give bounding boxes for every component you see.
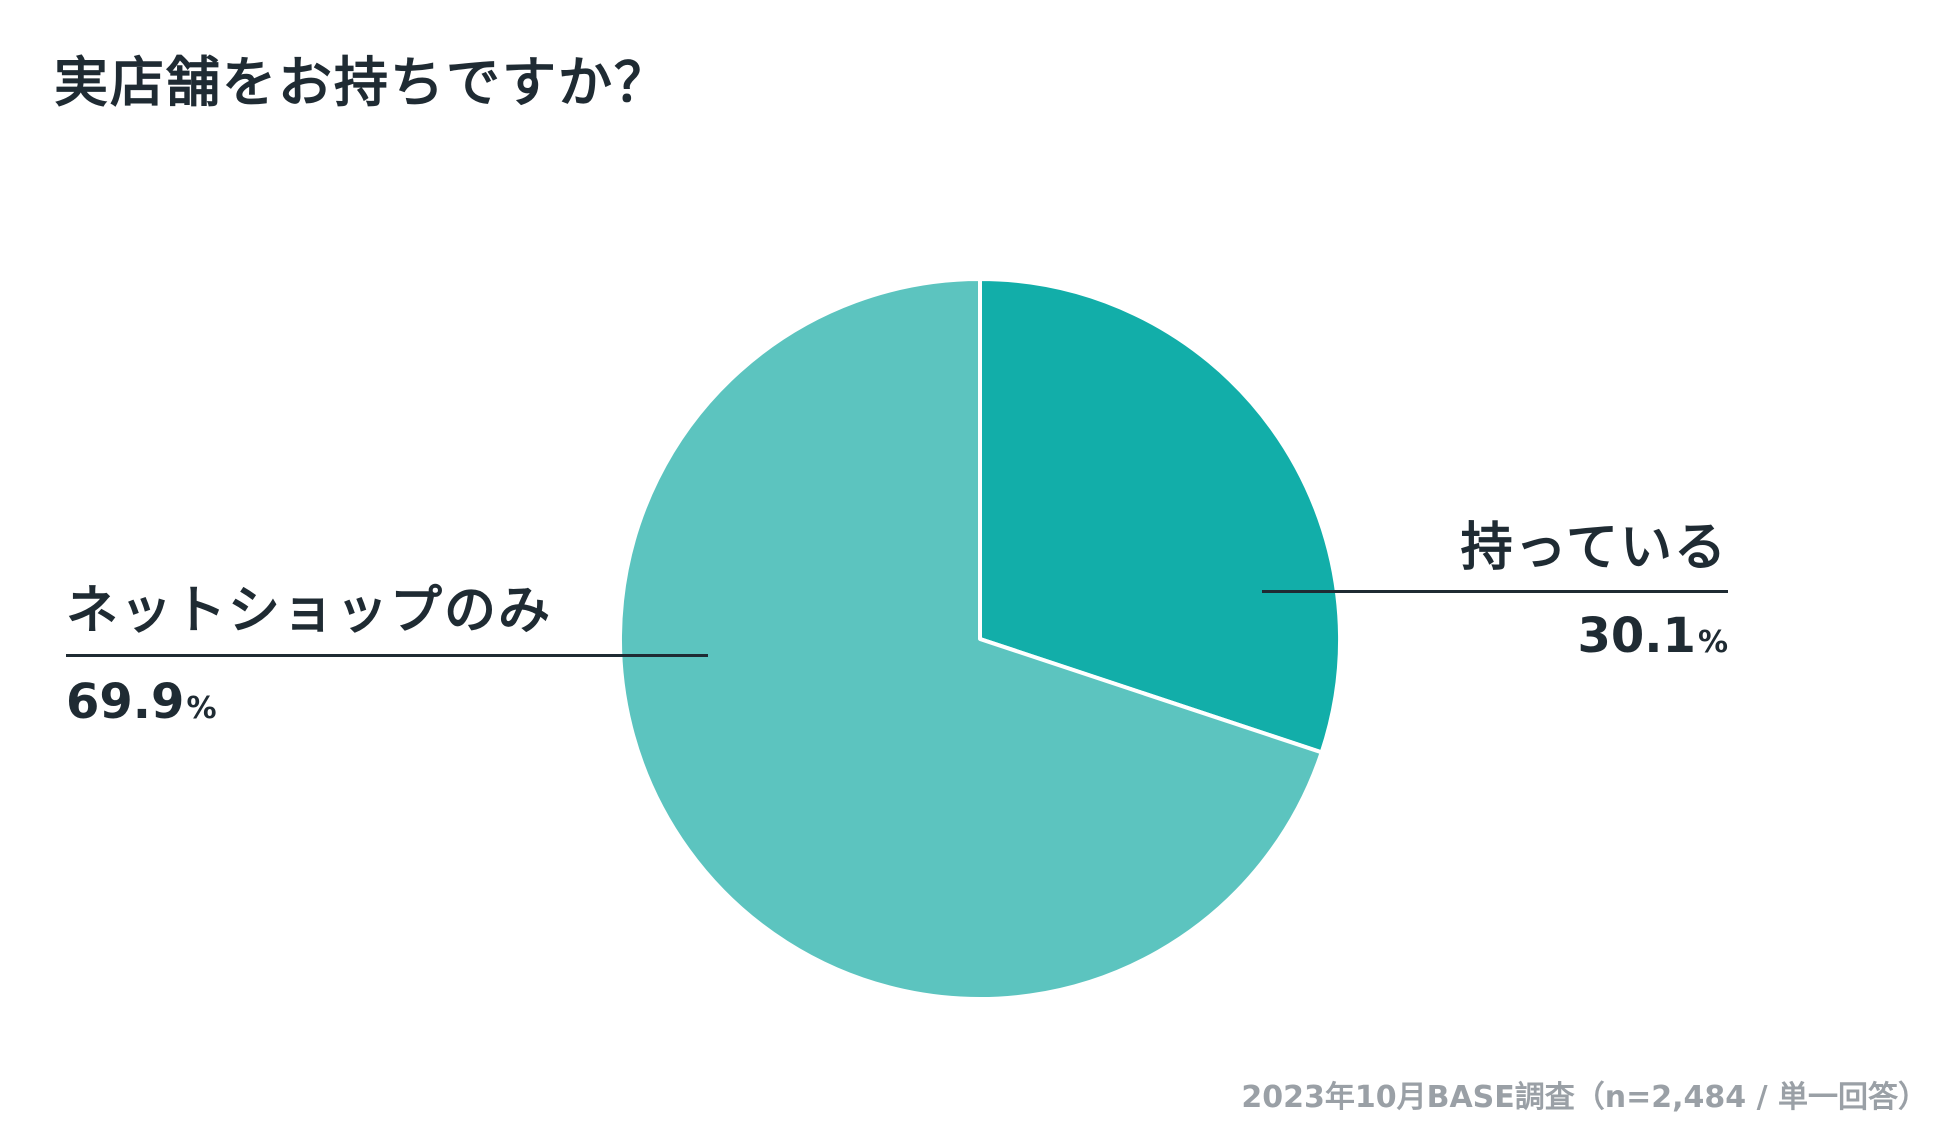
- slice-label-online: ネットショップのみ: [66, 581, 553, 641]
- leader-line-owned: [1262, 590, 1728, 593]
- pie-slice-owned: [978, 277, 1342, 755]
- slice-value-owned-number: 30.1: [1577, 608, 1696, 664]
- slice-value-online: 69.9%: [66, 678, 217, 726]
- slice-value-online-unit: %: [186, 691, 217, 726]
- slice-value-online-number: 69.9: [66, 674, 185, 730]
- slice-value-owned: 30.1%: [1578, 612, 1729, 660]
- leader-line-online: [66, 654, 708, 657]
- survey-footnote: 2023年10月BASE調査（n=2,484 / 単一回答）: [1241, 1080, 1928, 1115]
- chart-title: 実店舗をお持ちですか？: [54, 51, 670, 114]
- slice-label-owned: 持っている: [1460, 518, 1728, 578]
- pie-slices: [618, 277, 1342, 1001]
- pie-slice-online: [618, 277, 1324, 1001]
- slice-value-owned-unit: %: [1697, 625, 1728, 660]
